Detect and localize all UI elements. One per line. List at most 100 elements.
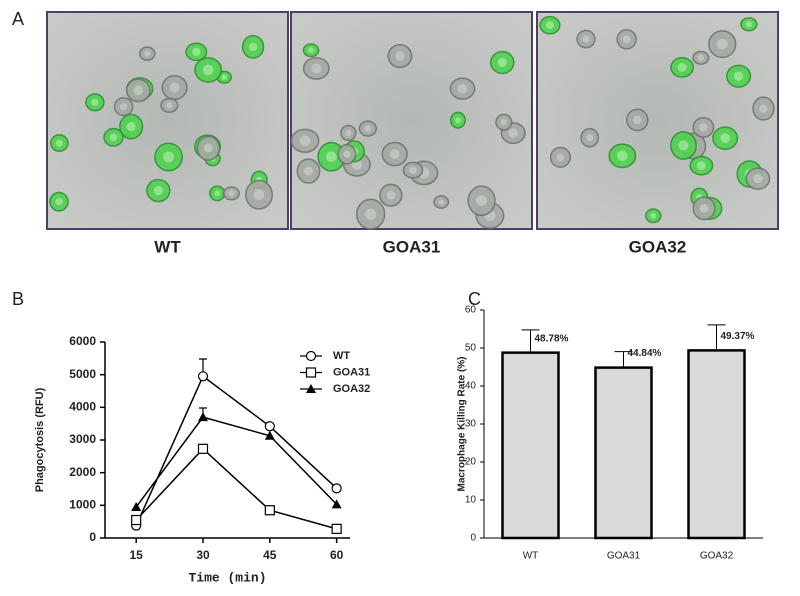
error-bar: [521, 329, 540, 353]
marker: [264, 430, 275, 440]
nucleus: [753, 173, 763, 184]
nucleus: [228, 190, 235, 197]
nucleus: [759, 104, 768, 113]
nucleus: [696, 161, 706, 171]
y-tick-label: 10: [465, 495, 477, 506]
marker: [131, 501, 142, 511]
y-tick-label: 30: [465, 419, 477, 430]
image-caption: GOA31: [383, 237, 441, 256]
nucleus: [438, 199, 445, 205]
marker: [264, 505, 275, 516]
nucleus: [650, 212, 657, 219]
nucleus: [326, 151, 337, 163]
nucleus: [55, 139, 63, 147]
nucleus: [163, 151, 175, 163]
nucleus: [455, 117, 461, 124]
marker: [197, 443, 209, 454]
nucleus: [91, 98, 99, 106]
bar: [687, 349, 746, 540]
nucleus: [214, 190, 221, 197]
nucleus: [617, 150, 628, 162]
y-axis-label: Phagocytosis (RFU): [34, 387, 46, 492]
nucleus: [716, 38, 728, 50]
y-tick-label: 1000: [69, 498, 96, 512]
panel-label: B: [12, 289, 24, 309]
nucleus: [345, 129, 352, 136]
nucleus: [745, 21, 753, 28]
nucleus: [586, 134, 594, 142]
y-tick-label: 20: [465, 457, 477, 468]
nucleus: [409, 166, 417, 174]
y-tick-label: 5000: [69, 367, 96, 381]
x-tick-label: GOA31: [607, 551, 641, 562]
nucleus: [303, 166, 313, 176]
nucleus: [166, 101, 173, 109]
nucleus: [582, 35, 590, 43]
marker: [331, 499, 342, 509]
legend-marker: [305, 350, 317, 362]
legend-marker: [305, 367, 317, 378]
nucleus: [55, 198, 63, 206]
marker: [331, 483, 342, 494]
y-tick-label: 60: [465, 305, 477, 316]
bar: [501, 351, 560, 540]
y-tick-label: 4000: [69, 400, 96, 414]
nucleus: [133, 85, 143, 96]
nucleus: [192, 47, 201, 56]
nucleus: [497, 57, 507, 68]
nucleus: [386, 190, 396, 200]
nucleus: [476, 195, 487, 207]
panel-label: A: [12, 9, 24, 29]
marker: [131, 514, 142, 526]
nucleus: [720, 133, 731, 144]
error-bar: [707, 324, 726, 351]
bar: [594, 366, 653, 540]
nucleus: [556, 153, 565, 162]
value-label: 48.78%: [535, 333, 569, 344]
nucleus: [203, 143, 213, 153]
legend-marker: [306, 384, 316, 393]
x-axis-label: Time (min): [188, 570, 266, 585]
value-label: 44.84%: [628, 348, 662, 359]
y-tick-label: 6000: [69, 334, 96, 348]
nucleus: [109, 133, 118, 142]
nucleus: [299, 135, 311, 147]
legend-label: GOA31: [333, 366, 370, 378]
x-tick-label: GOA32: [700, 551, 734, 562]
marker: [197, 371, 209, 382]
nucleus: [311, 63, 322, 74]
error-bar: [614, 351, 633, 368]
nucleus: [500, 119, 507, 126]
image-caption: WT: [154, 237, 181, 256]
nucleus: [144, 50, 151, 57]
y-tick-label: 50: [465, 343, 477, 354]
y-tick-label: 0: [89, 530, 96, 544]
nucleus: [119, 103, 128, 111]
y-tick-label: 3000: [69, 432, 96, 446]
nucleus: [457, 83, 468, 94]
nucleus: [622, 35, 631, 44]
nucleus: [308, 47, 315, 54]
y-tick-label: 40: [465, 381, 477, 392]
nucleus: [221, 74, 227, 80]
micrograph: [536, 11, 779, 230]
marker: [264, 421, 275, 432]
nucleus: [343, 150, 351, 158]
nucleus: [699, 123, 708, 132]
y-tick-label: 2000: [69, 465, 96, 479]
nucleus: [253, 189, 265, 201]
marker: [331, 523, 342, 534]
x-tick-label: 60: [330, 548, 344, 562]
nucleus: [733, 71, 744, 81]
nucleus: [508, 128, 518, 138]
x-tick-label: 45: [263, 548, 277, 562]
legend-label: WT: [333, 350, 350, 362]
legend-label: GOA32: [333, 383, 370, 395]
nucleus: [395, 51, 405, 61]
image-caption: GOA32: [629, 237, 687, 256]
nucleus: [202, 64, 214, 76]
x-tick-label: 15: [130, 548, 144, 562]
nucleus: [365, 208, 377, 220]
y-tick-label: 0: [470, 533, 476, 544]
nucleus: [364, 125, 372, 132]
